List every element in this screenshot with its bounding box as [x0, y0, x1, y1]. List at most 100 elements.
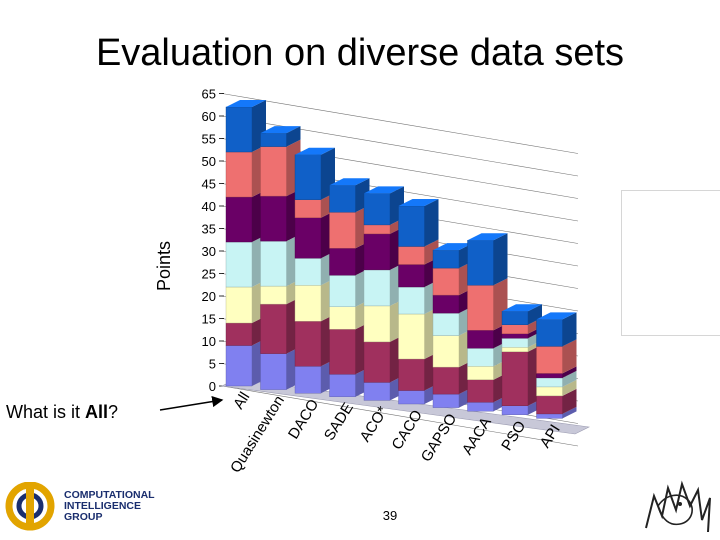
- gridline: [221, 385, 579, 447]
- lion-emblem-icon: [645, 480, 711, 533]
- bar-face: [294, 217, 322, 259]
- bar-face: [536, 413, 563, 419]
- bar-face: [260, 303, 287, 354]
- bar-face: [467, 330, 494, 349]
- bar-face: [501, 338, 529, 348]
- bar-face: [501, 324, 529, 334]
- bar-segment: [536, 339, 577, 374]
- bar-face: [329, 275, 356, 307]
- bar-face: [432, 312, 460, 336]
- bar-side: [562, 312, 577, 347]
- question-text: What is it All?: [6, 402, 118, 423]
- y-tick-label: 15: [202, 312, 216, 327]
- y-tick-label: 45: [202, 177, 216, 192]
- bar-face: [501, 405, 529, 415]
- bar-face: [225, 196, 253, 243]
- y-tick-label: 55: [202, 132, 216, 147]
- bar-face: [467, 348, 494, 367]
- y-tick-label: 25: [202, 267, 216, 282]
- bar-face: [329, 329, 356, 375]
- y-tick-label: 50: [202, 154, 216, 169]
- bar-face: [536, 319, 563, 347]
- bar-face: [432, 366, 460, 395]
- y-tick-label: 60: [202, 109, 216, 124]
- bar-face: [329, 212, 356, 249]
- bar-face: [501, 347, 529, 352]
- bar-face: [501, 333, 529, 339]
- bar-top: [398, 199, 439, 206]
- bar-segment: [501, 344, 542, 406]
- bar-face: [432, 267, 460, 296]
- y-tick-label: 0: [209, 379, 216, 394]
- bar-face: [501, 351, 529, 406]
- bar-side: [424, 199, 439, 247]
- bar-top: [295, 147, 335, 155]
- bar-face: [260, 240, 287, 287]
- logo-line: INTELLIGENCE: [64, 500, 142, 512]
- logo-text: COMPUTATIONAL INTELLIGENCE GROUP: [64, 490, 155, 523]
- bar-segment: [467, 278, 508, 331]
- bar-face: [329, 306, 356, 330]
- bar-side: [562, 406, 577, 419]
- bar-face: [467, 379, 494, 403]
- bar-segment: [294, 147, 335, 200]
- y-tick-label: 20: [202, 289, 216, 304]
- bar-segment: [467, 233, 508, 286]
- y-tick-label: 35: [202, 222, 216, 237]
- bar-side: [562, 370, 577, 387]
- bar-face: [294, 285, 322, 322]
- y-tick-label: 65: [202, 87, 216, 102]
- bar-segment: [225, 190, 266, 243]
- bar-face: [501, 311, 529, 325]
- gridline: [221, 93, 579, 154]
- question-suffix: ?: [108, 402, 119, 422]
- bar-face: [363, 269, 391, 307]
- y-tick-label: 40: [202, 199, 216, 214]
- bar-top: [467, 233, 508, 241]
- bar-segment: [501, 304, 542, 325]
- bar-face: [260, 146, 287, 197]
- bar-face: [329, 248, 356, 276]
- bar-face: [225, 286, 253, 324]
- bar-face: [432, 335, 460, 368]
- bar-face: [398, 264, 425, 288]
- bar-face: [329, 185, 356, 213]
- bar-face: [398, 390, 425, 405]
- bar-face: [260, 195, 287, 242]
- logo-line: COMPUTATIONAL: [64, 489, 155, 501]
- bar-segment: [536, 388, 577, 415]
- bar-top: [329, 178, 370, 186]
- question-prefix: What is it: [6, 402, 86, 422]
- page-number: 39: [382, 508, 398, 523]
- bar-side: [562, 366, 577, 378]
- bar-face: [294, 321, 322, 367]
- bar-face: [225, 151, 253, 198]
- bar-segment: [329, 322, 370, 375]
- bar-face: [467, 285, 494, 331]
- bar-face: [398, 358, 425, 391]
- bar-face: [398, 286, 425, 315]
- y-tick-label: 5: [209, 357, 216, 372]
- bar-face: [363, 224, 391, 235]
- bar-face: [398, 313, 425, 360]
- bar-face: [260, 132, 287, 147]
- bar-face: [225, 322, 253, 346]
- bar-face: [398, 246, 425, 265]
- x-tick-label: All: [230, 389, 253, 412]
- bar-face: [398, 205, 425, 247]
- bar-segment: [260, 297, 301, 354]
- bar-top: [260, 126, 301, 134]
- bar-face: [363, 382, 391, 401]
- bar-face: [294, 366, 322, 394]
- bar-face: [536, 377, 563, 388]
- bar-face: [467, 239, 494, 286]
- bar-segment: [536, 312, 577, 347]
- bar-segment: [398, 199, 439, 247]
- logo-emblem-icon: [5, 481, 55, 531]
- x-tick-label: AACA: [459, 414, 495, 458]
- gridline: [221, 115, 579, 177]
- bar-segment: [225, 145, 266, 198]
- bar-face: [260, 353, 287, 390]
- bar-face: [536, 346, 563, 374]
- bar-face: [260, 285, 287, 305]
